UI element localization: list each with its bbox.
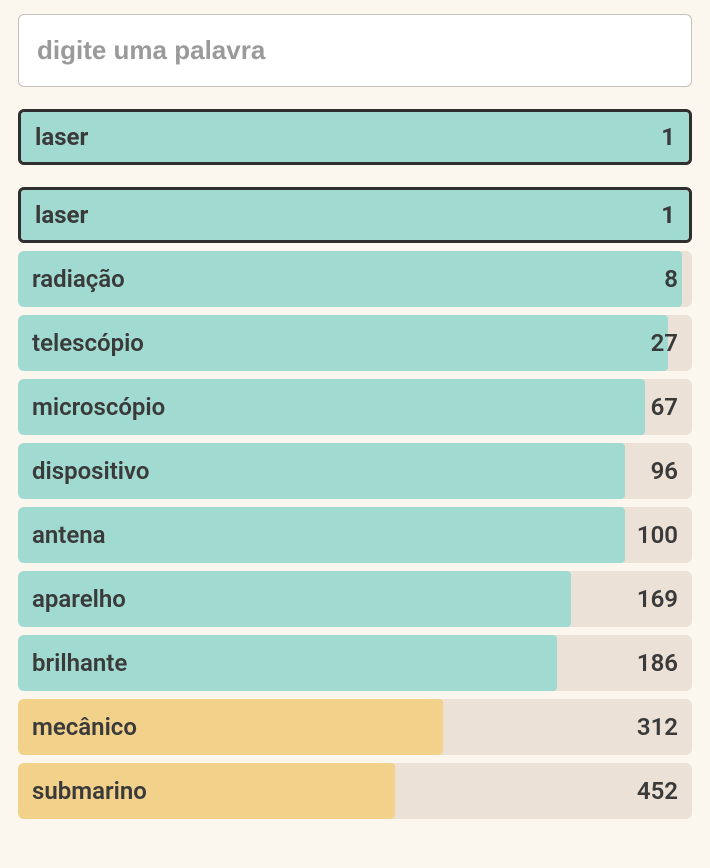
guess-word: mecânico (32, 713, 137, 741)
guess-word: microscópio (32, 393, 165, 421)
guess-content: dispositivo 96 (18, 443, 692, 499)
top-guess-content: laser 1 (21, 112, 689, 162)
guess-score: 67 (651, 393, 678, 421)
guess-word: laser (35, 201, 88, 229)
guess-row[interactable]: radiação 8 (18, 251, 692, 307)
guess-content: laser 1 (21, 190, 689, 240)
top-guess-word: laser (35, 123, 88, 151)
top-guess-score: 1 (661, 123, 675, 151)
guess-word: submarino (32, 777, 147, 805)
guess-content: aparelho 169 (18, 571, 692, 627)
guess-row[interactable]: mecânico 312 (18, 699, 692, 755)
guess-score: 169 (637, 585, 678, 613)
guess-word: brilhante (32, 649, 127, 677)
guess-row[interactable]: telescópio 27 (18, 315, 692, 371)
guess-row[interactable]: brilhante 186 (18, 635, 692, 691)
guess-content: telescópio 27 (18, 315, 692, 371)
guess-score: 96 (651, 457, 678, 485)
guess-score: 8 (664, 265, 678, 293)
guess-score: 186 (637, 649, 678, 677)
guess-word: aparelho (32, 585, 126, 613)
top-guess-container: laser 1 (18, 109, 692, 165)
guess-content: brilhante 186 (18, 635, 692, 691)
guess-word: radiação (32, 265, 125, 293)
guess-row[interactable]: dispositivo 96 (18, 443, 692, 499)
guess-score: 100 (637, 521, 678, 549)
top-guess-row[interactable]: laser 1 (18, 109, 692, 165)
guess-content: microscópio 67 (18, 379, 692, 435)
guess-list: laser 1 radiação 8 telescópio 27 microscópio 67… (18, 187, 692, 819)
guess-content: antena 100 (18, 507, 692, 563)
guess-score: 27 (651, 329, 678, 357)
guess-row[interactable]: laser 1 (18, 187, 692, 243)
guess-word: telescópio (32, 329, 144, 357)
guess-word: antena (32, 521, 106, 549)
guess-content: radiação 8 (18, 251, 692, 307)
guess-content: mecânico 312 (18, 699, 692, 755)
guess-row[interactable]: microscópio 67 (18, 379, 692, 435)
guess-word: dispositivo (32, 457, 149, 485)
guess-row[interactable]: aparelho 169 (18, 571, 692, 627)
guess-content: submarino 452 (18, 763, 692, 819)
guess-score: 1 (661, 201, 675, 229)
search-input[interactable] (18, 14, 692, 87)
guess-score: 452 (637, 777, 678, 805)
guess-score: 312 (637, 713, 678, 741)
guess-row[interactable]: submarino 452 (18, 763, 692, 819)
guess-row[interactable]: antena 100 (18, 507, 692, 563)
